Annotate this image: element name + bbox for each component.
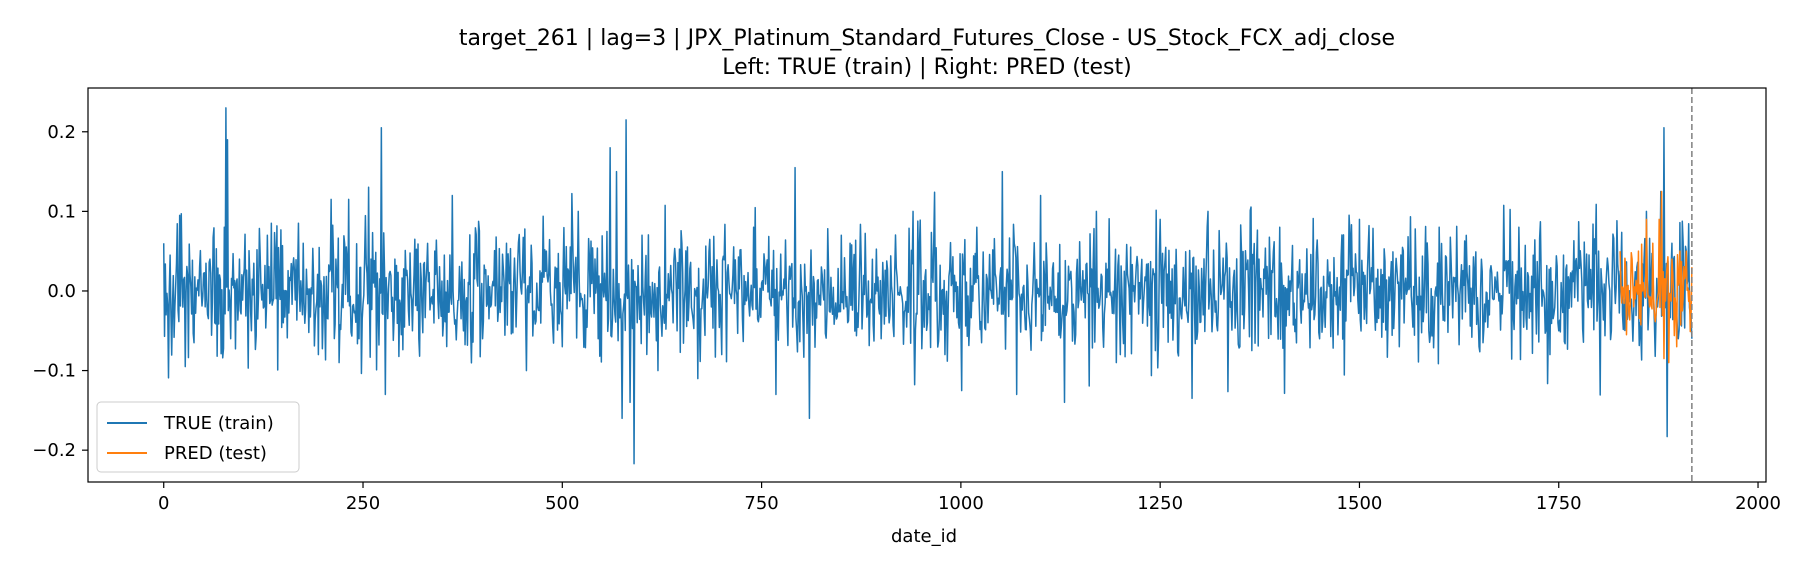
series-line-pred-test — [1619, 190, 1693, 364]
x-axis: 0 250 500 750 1000 1250 1500 1750 2000 — [158, 482, 1781, 514]
x-tick-label: 1500 — [1337, 493, 1383, 514]
x-tick-label: 0 — [158, 493, 169, 514]
legend-entry: TRUE (train) — [163, 413, 274, 434]
legend-entry: PRED (test) — [164, 443, 267, 464]
chart-subtitle: Left: TRUE (train) | Right: PRED (test) — [722, 55, 1131, 80]
x-tick-label: 2000 — [1735, 493, 1781, 514]
x-tick-label: 1000 — [938, 493, 984, 514]
y-axis: −0.2 −0.1 0.0 0.1 0.2 — [32, 122, 88, 461]
series-layer — [162, 107, 1693, 465]
x-axis-label: date_id — [891, 526, 957, 547]
x-tick-label: 750 — [744, 493, 778, 514]
y-tick-label: 0.2 — [47, 122, 76, 143]
x-tick-label: 1750 — [1536, 493, 1582, 514]
legend: TRUE (train) PRED (test) — [96, 401, 300, 473]
chart-title: target_261 | lag=3 | JPX_Platinum_Standa… — [459, 26, 1395, 51]
y-tick-label: 0.1 — [47, 201, 76, 222]
x-tick-label: 500 — [545, 493, 579, 514]
y-tick-label: −0.1 — [32, 361, 76, 382]
plot-area — [87, 87, 1767, 483]
legend-box — [96, 401, 300, 473]
series-line-true-train — [162, 107, 1693, 465]
x-tick-label: 1250 — [1137, 493, 1183, 514]
y-tick-label: 0.0 — [47, 281, 76, 302]
y-tick-label: −0.2 — [32, 440, 76, 461]
x-tick-label: 250 — [346, 493, 380, 514]
